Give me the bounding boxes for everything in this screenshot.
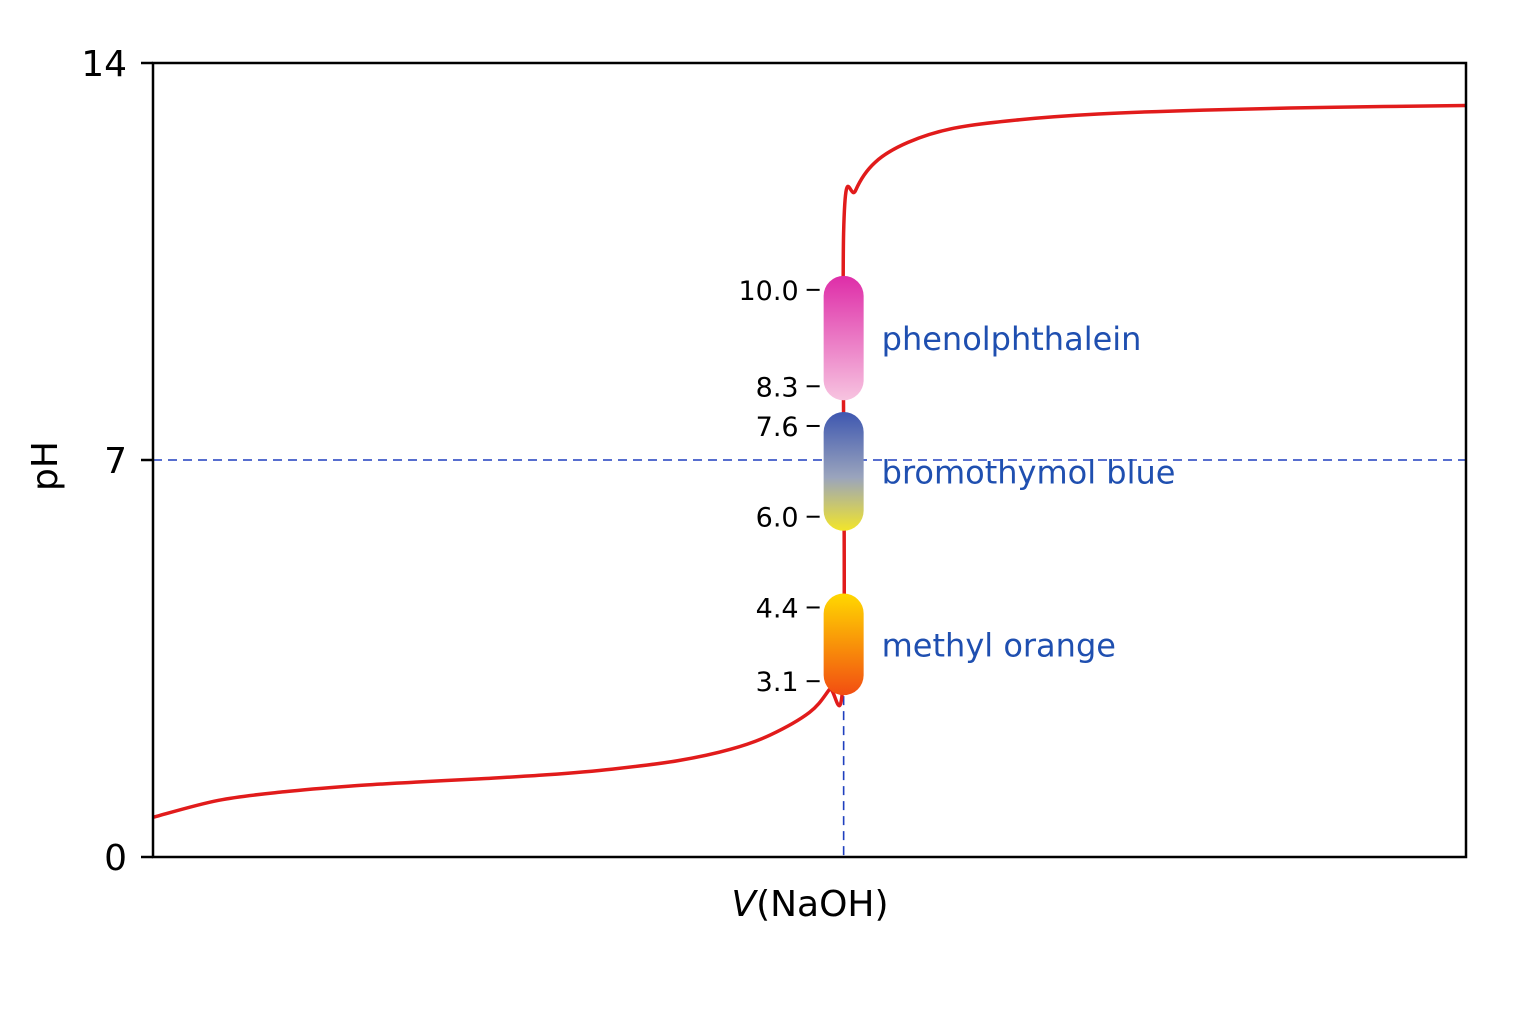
y-axis-label: pH bbox=[25, 441, 66, 491]
indicator-low-label: 3.1 bbox=[756, 667, 799, 698]
indicator-phenolphthalein: 10.0 8.3 phenolphthalein bbox=[739, 275, 1142, 403]
x-axis-label-rest: (NaOH) bbox=[756, 884, 889, 925]
indicator-high-label: 7.6 bbox=[756, 412, 799, 443]
indicator-low-label: 6.0 bbox=[756, 503, 799, 534]
indicator-name: methyl orange bbox=[882, 626, 1116, 664]
indicator-bromothymol-blue: 7.6 6.0 bromothymol blue bbox=[756, 411, 1176, 534]
indicator-layer: 10.0 8.3 phenolphthalein 7.6 6.0 bromothymol … bbox=[739, 275, 1176, 698]
y-tick-label: 0 bbox=[104, 838, 127, 879]
y-tick-label: 14 bbox=[81, 44, 127, 85]
indicator-high-label: 10.0 bbox=[739, 276, 799, 307]
indicator-range-bar bbox=[823, 411, 864, 531]
indicator-high-label: 4.4 bbox=[756, 593, 799, 624]
y-axis: 0 7 14 bbox=[81, 44, 153, 879]
indicator-name: phenolphthalein bbox=[882, 320, 1142, 358]
y-tick-label: 7 bbox=[104, 441, 127, 482]
titration-curve bbox=[152, 103, 1467, 819]
curve-layer bbox=[152, 103, 1467, 819]
x-axis-label: V(NaOH) bbox=[731, 884, 888, 925]
indicator-range-bar bbox=[823, 275, 864, 401]
reference-lines bbox=[153, 459, 1466, 857]
indicator-methyl-orange: 4.4 3.1 methyl orange bbox=[756, 593, 1116, 698]
indicator-range-bar bbox=[823, 593, 864, 696]
indicator-low-label: 8.3 bbox=[756, 372, 799, 403]
x-axis-label-italic: V bbox=[731, 884, 758, 925]
indicator-name: bromothymol blue bbox=[882, 453, 1176, 491]
